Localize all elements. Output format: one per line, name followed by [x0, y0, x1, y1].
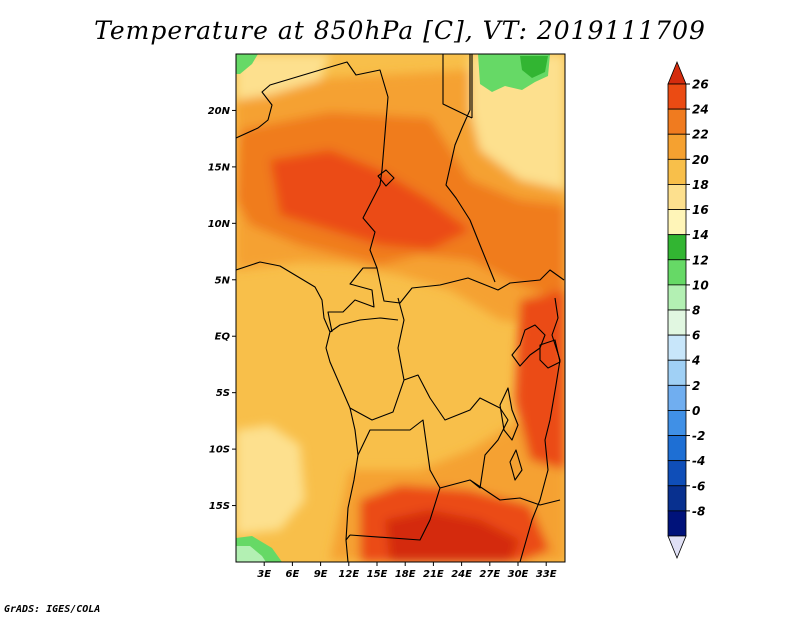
colorbar-segment — [667, 108, 687, 135]
lon-tick-label: 30E — [508, 569, 529, 580]
lat-tick-label: 5S — [216, 388, 230, 399]
colorbar-segment — [667, 460, 687, 487]
colorbar-label: 0 — [692, 404, 700, 418]
colorbar-segment — [667, 184, 687, 210]
colorbar-label: 20 — [692, 153, 709, 167]
lon-tick-label: 33E — [536, 569, 557, 580]
map-frame — [235, 53, 566, 563]
coastline-west — [236, 261, 359, 562]
colorbar-label: 4 — [691, 354, 700, 368]
colorbar-segment — [667, 510, 687, 537]
colorbar-label: -8 — [692, 504, 705, 518]
lon-tick-label: 3E — [257, 569, 271, 580]
coastline-east — [519, 297, 561, 562]
colorbar-segment — [667, 435, 687, 462]
lake-boundaries — [499, 324, 561, 481]
colorbar-label: 8 — [692, 304, 700, 318]
country-boundaries — [236, 54, 565, 541]
lake-chad — [377, 169, 395, 187]
colorbar-label: -6 — [692, 479, 705, 493]
lat-tick-label: 10N — [208, 219, 231, 230]
colorbar-segment — [667, 234, 687, 261]
lon-tick-label: 24E — [451, 569, 472, 580]
lon-tick-label: 27E — [479, 569, 500, 580]
colorbar-label: 26 — [692, 78, 709, 92]
colorbar-segment — [667, 209, 687, 236]
longitude-axis: 3E 6E 9E 12E 15E 18E 21E 24E 27E 30E 33E — [257, 562, 557, 580]
colorbar-segment — [667, 284, 687, 311]
map-boundaries — [236, 54, 565, 562]
lon-tick-label: 18E — [395, 569, 416, 580]
lat-tick-label: 5N — [215, 275, 231, 286]
colorbar-label: 10 — [692, 278, 709, 292]
colorbar-label: 22 — [692, 128, 709, 142]
colorbar-label: 6 — [692, 329, 700, 343]
colorbar-segment — [667, 259, 687, 286]
lon-tick-label: 21E — [423, 569, 444, 580]
colorbar-label: 14 — [692, 228, 709, 242]
lon-tick-label: 15E — [367, 569, 388, 580]
colorbar-bottom-arrow — [667, 535, 687, 560]
colorbar-segment — [667, 485, 687, 512]
lat-tick-label: 15S — [209, 501, 230, 512]
colorbar-segment — [667, 359, 687, 386]
lon-tick-label: 6E — [286, 569, 300, 580]
colorbar-segment — [667, 133, 687, 160]
colorbar-segment — [667, 83, 687, 110]
colorbar-top-arrow — [667, 60, 687, 85]
field-green-ne-core — [520, 56, 548, 78]
lat-tick-label: 15N — [208, 162, 231, 173]
colorbar-segment — [667, 410, 687, 436]
field-green-sw-light — [236, 546, 266, 562]
colorbar-segment — [667, 384, 687, 411]
colorbar-label: -4 — [692, 454, 705, 468]
lat-tick-label: 10S — [209, 445, 230, 456]
colorbar-segment — [667, 309, 687, 336]
latitude-axis: 20N 15N 10N 5N EQ 5S 10S 15S — [208, 106, 236, 512]
lon-tick-label: 9E — [314, 569, 328, 580]
colorbar-label: 12 — [692, 253, 709, 267]
field-green-nw — [236, 54, 258, 74]
field-cool-nw — [236, 54, 330, 100]
colorbar-segment — [667, 334, 687, 361]
colorbar-label: 16 — [692, 203, 709, 217]
colorbar-label: 2 — [692, 379, 700, 393]
lat-tick-label: 20N — [208, 106, 231, 117]
field-south-hottest — [385, 510, 520, 562]
lat-tick-label: EQ — [215, 332, 231, 343]
lon-tick-label: 12E — [338, 569, 359, 580]
field-hot-core — [270, 150, 470, 250]
field-cool-atlantic — [236, 425, 305, 535]
grads-credit: GrADS: IGES/COLA — [4, 604, 101, 615]
colorbar-label: 24 — [692, 103, 709, 117]
colorbar-label: -2 — [692, 429, 705, 443]
colorbar-label: 18 — [692, 178, 709, 192]
colorbar-segment — [667, 158, 687, 185]
map-title: Temperature at 850hPa [C], VT: 201911170… — [94, 16, 706, 45]
